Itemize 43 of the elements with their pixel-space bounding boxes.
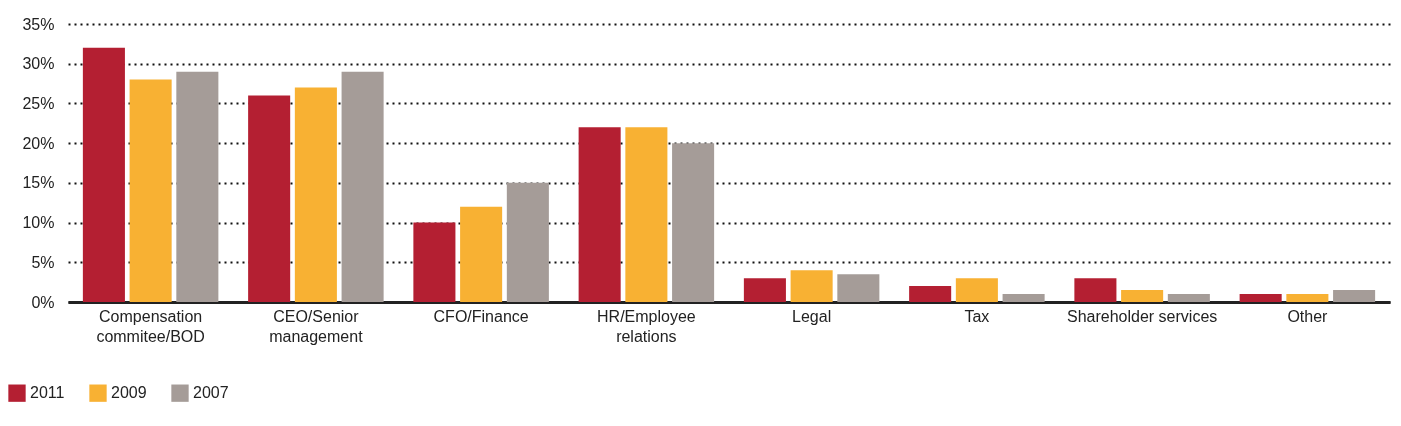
bar [1074, 278, 1117, 302]
bar [1239, 294, 1282, 302]
legend-label: 2007 [193, 384, 229, 402]
bar [1333, 290, 1376, 302]
bar [248, 95, 291, 302]
bar [578, 127, 621, 302]
y-tick-label: 20% [22, 134, 55, 152]
y-tick-label: 5% [31, 253, 55, 271]
y-tick-label: 15% [22, 174, 55, 192]
bar [506, 182, 549, 302]
bar [294, 87, 337, 302]
bar [1286, 294, 1329, 302]
y-tick-label: 25% [22, 94, 55, 112]
y-tick-label: 10% [22, 214, 55, 232]
bar [909, 286, 952, 302]
bar [672, 143, 715, 302]
bar [1167, 294, 1210, 302]
bar [955, 278, 998, 302]
bar [82, 47, 125, 302]
x-tick-label: HR/Employee relations [597, 307, 696, 345]
y-tick-label: 0% [31, 293, 55, 311]
x-tick-label: CFO/Finance [433, 307, 529, 325]
x-tick-label: CEO/Senior management [269, 307, 364, 345]
y-tick-label: 30% [22, 55, 55, 73]
bar [1121, 290, 1164, 302]
bar [790, 270, 833, 302]
y-tick-label: 35% [22, 15, 55, 33]
x-tick-label: Legal [792, 307, 832, 325]
bar [837, 274, 880, 302]
bar [625, 127, 668, 302]
x-tick-label: Other [1287, 307, 1329, 325]
bar [460, 206, 503, 302]
bar [1002, 294, 1045, 302]
x-tick-label: Compensation commitee/BOD [96, 307, 205, 345]
bar [413, 222, 456, 302]
bar [129, 79, 172, 302]
bar [743, 278, 786, 302]
x-tick-label: Shareholder services [1066, 307, 1218, 325]
bar [341, 71, 384, 302]
x-tick-label: Tax [964, 307, 990, 325]
bar [176, 71, 219, 302]
legend-label: 2011 [30, 384, 65, 402]
legend-label: 2009 [111, 384, 147, 402]
